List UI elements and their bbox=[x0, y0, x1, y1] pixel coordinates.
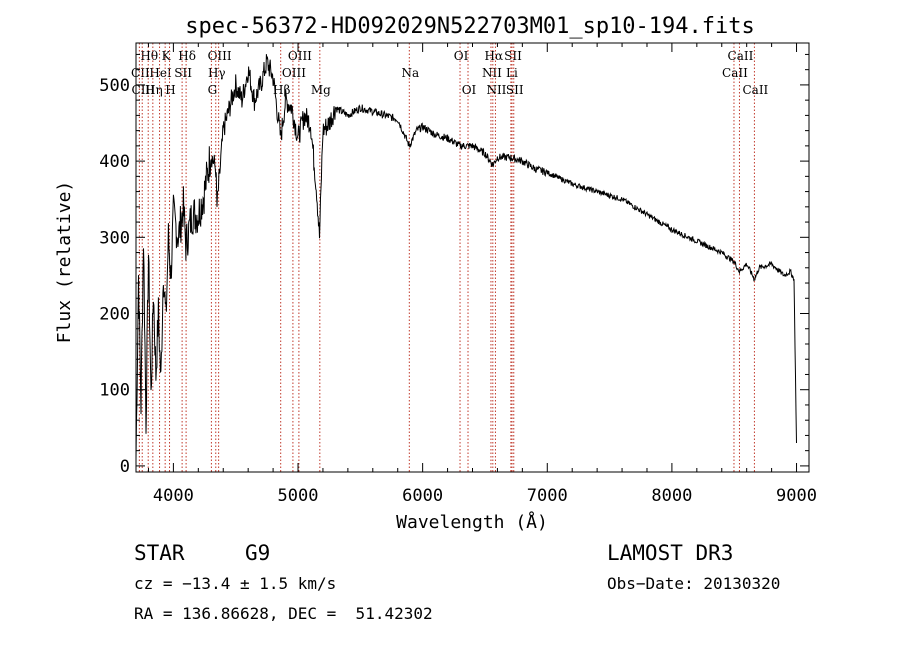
plot-frame bbox=[135, 42, 810, 473]
x-tick-label: 7000 bbox=[527, 486, 568, 506]
x-tick-label: 8000 bbox=[651, 486, 692, 506]
y-tick-label: 300 bbox=[99, 228, 130, 248]
x-tick-label: 5000 bbox=[278, 486, 319, 506]
y-tick-label: 0 bbox=[120, 457, 130, 477]
line-label: OIII bbox=[288, 49, 312, 63]
line-label: SII bbox=[506, 83, 524, 97]
subclass-label: G9 bbox=[245, 541, 271, 565]
chart-title: spec-56372-HD092029N522703M01_sp10-194.f… bbox=[185, 14, 755, 39]
line-label: Hη bbox=[145, 83, 163, 97]
line-label: OIII bbox=[282, 66, 306, 80]
line-label: Li bbox=[506, 66, 518, 80]
coordinates: RA = 136.86628, DEC = 51.42302 bbox=[134, 604, 433, 623]
line-label: Hθ bbox=[140, 49, 158, 63]
line-label: NII bbox=[482, 66, 502, 80]
survey-label: LAMOST DR3 bbox=[607, 541, 734, 565]
y-tick-label: 100 bbox=[99, 381, 130, 401]
line-label: CaII bbox=[728, 49, 754, 63]
x-tick-label: 9000 bbox=[776, 486, 817, 506]
line-label: G bbox=[208, 83, 218, 97]
y-axis-label: Flux (relative) bbox=[54, 181, 75, 344]
redshift-readout: cz = −13.4 ± 1.5 km/s bbox=[134, 574, 337, 593]
line-label: CIII bbox=[132, 83, 156, 97]
obs-date: Obs−Date: 20130320 bbox=[607, 574, 781, 593]
line-label: H bbox=[165, 83, 175, 97]
line-label: OI bbox=[454, 49, 469, 63]
line-label: Hδ bbox=[178, 49, 196, 63]
line-label: Hγ bbox=[208, 66, 226, 80]
x-tick-label: 6000 bbox=[402, 486, 443, 506]
y-tick-label: 200 bbox=[99, 305, 130, 325]
line-label: OI bbox=[462, 83, 477, 97]
x-axis-ticks: 4000 5000 6000 7000 8000 9000 bbox=[147, 43, 817, 506]
line-label: SII bbox=[504, 49, 522, 63]
line-label: CII bbox=[131, 66, 150, 80]
x-axis-label: Wavelength (Å) bbox=[396, 511, 548, 533]
line-label: CaII bbox=[722, 66, 748, 80]
x-tick-label: 4000 bbox=[153, 486, 194, 506]
y-tick-label: 500 bbox=[99, 76, 130, 96]
line-label: Mg bbox=[311, 83, 331, 97]
spectrum-line bbox=[135, 54, 797, 459]
line-label: K bbox=[162, 49, 172, 63]
y-tick-label: 400 bbox=[99, 152, 130, 172]
line-label: CaII bbox=[742, 83, 768, 97]
spectrum-series bbox=[135, 54, 797, 459]
line-label: Hα bbox=[485, 49, 504, 63]
line-label: HeI bbox=[149, 66, 172, 80]
line-label: Na bbox=[401, 66, 419, 80]
line-label: NII bbox=[486, 83, 506, 97]
line-label: OIII bbox=[208, 49, 232, 63]
class-label: STAR bbox=[134, 541, 185, 565]
y-axis-ticks: 0 100 200 300 400 500 bbox=[99, 53, 809, 477]
line-label: SII bbox=[174, 66, 192, 80]
